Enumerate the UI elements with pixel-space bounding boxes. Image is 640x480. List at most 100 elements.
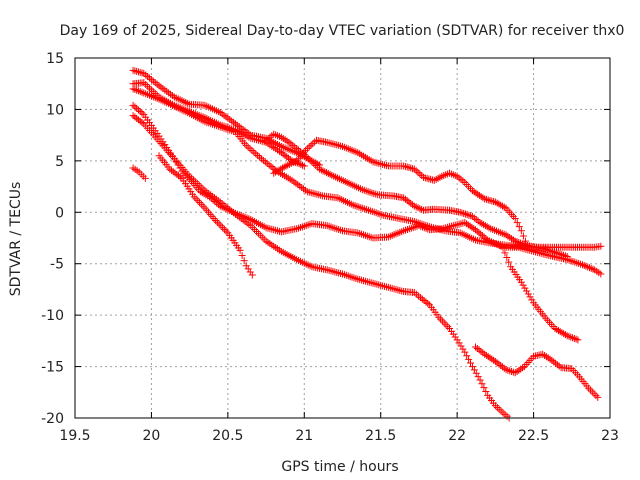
data-point [523,287,531,295]
data-point [211,197,219,205]
data-point [420,224,428,232]
data-point [359,204,367,212]
data-point [369,279,377,287]
data-point [299,161,307,169]
data-point [287,159,295,167]
data-point [468,223,476,231]
data-point [355,203,363,211]
data-point [417,222,425,230]
data-point [249,224,257,232]
data-point [136,88,144,96]
data-point [333,225,341,233]
data-point [476,219,484,227]
data-point [382,283,390,291]
x-tick-label: 19.5 [59,428,90,444]
data-point [565,332,573,340]
data-point [144,82,152,90]
data-point [360,231,368,239]
data-point [214,201,222,209]
data-point [438,317,446,325]
data-point [304,221,312,229]
data-point [488,197,496,205]
series-s5 [262,130,571,261]
data-point [366,188,374,196]
data-point [465,355,473,363]
data-point [272,226,280,234]
data-point [499,244,507,252]
data-point [542,245,550,253]
data-point [131,103,139,111]
data-point [368,189,376,197]
data-point [401,195,409,203]
data-point [457,342,465,350]
data-point [587,264,595,272]
data-point [574,336,582,344]
data-point [172,158,180,166]
x-tick-label: 22.5 [518,428,549,444]
data-point [248,271,256,279]
data-point [517,278,525,286]
data-point [482,195,490,203]
data-point [317,191,325,199]
data-point [364,188,372,196]
data-point [491,198,499,206]
data-point [317,166,325,174]
data-point [585,264,593,272]
data-point [296,223,304,231]
data-point [258,233,266,241]
data-point [361,231,369,239]
data-point [519,232,527,240]
data-point [573,259,581,267]
data-point [561,331,569,339]
data-point [398,287,406,295]
data-point [481,195,489,203]
data-point [464,221,472,229]
data-point [582,262,590,270]
x-tick-label: 21.5 [365,428,396,444]
data-point [570,334,578,342]
data-point [222,227,230,235]
data-point [461,348,469,356]
data-point [284,161,292,169]
data-point [521,284,529,292]
data-point [597,270,605,278]
data-point [131,86,139,94]
data-point [365,233,373,241]
data-point [267,163,275,171]
data-point [291,158,299,166]
y-tick-label: -15 [41,360,64,376]
data-point [146,84,154,92]
data-point [365,278,373,286]
data-point [149,77,157,85]
data-point [482,351,490,359]
data-point [134,116,142,124]
data-point [147,76,155,84]
data-point [519,281,527,289]
data-point [286,160,294,168]
data-point [129,85,137,93]
data-point [335,226,343,234]
data-point [133,114,141,122]
data-point [497,362,505,370]
data-point [465,211,473,219]
data-point [250,148,258,156]
data-point [333,268,341,276]
data-point [236,246,244,254]
data-point [297,161,305,169]
data-point [477,230,485,238]
data-point [490,197,498,205]
data-point [497,407,505,415]
data-point [480,233,488,241]
data-point [144,73,152,81]
data-point [500,364,508,372]
data-point [501,249,509,257]
plot-frame [74,57,611,419]
data-point [279,150,287,158]
data-point [311,138,319,146]
data-point [449,171,457,179]
data-point [563,256,571,264]
data-point [409,165,417,173]
data-point [354,275,362,283]
data-point [498,202,506,210]
data-point [478,220,486,228]
